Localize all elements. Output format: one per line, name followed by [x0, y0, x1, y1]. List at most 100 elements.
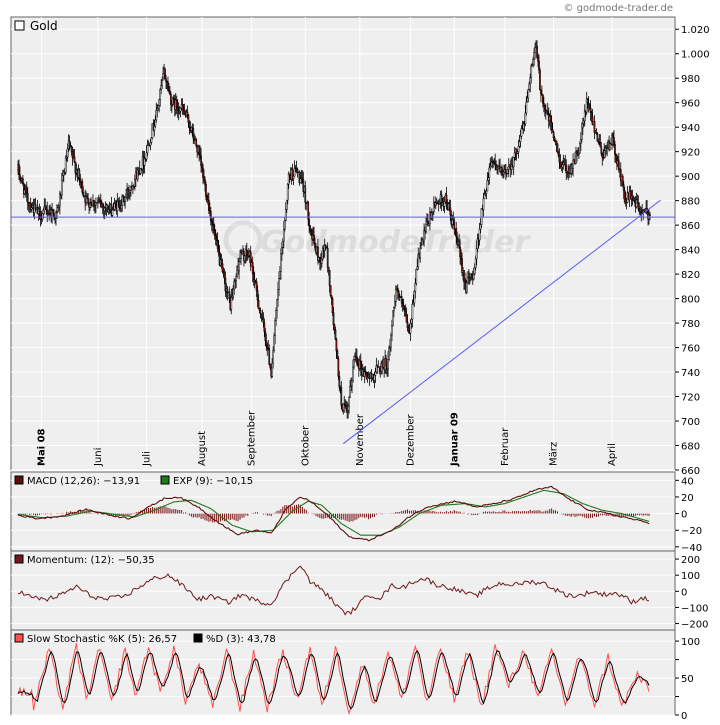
candle-body	[161, 79, 163, 86]
candle	[268, 344, 271, 366]
candle	[505, 163, 507, 181]
candle-body	[330, 295, 333, 299]
credit-text: © godmode-trader.de	[564, 3, 674, 14]
candle	[159, 88, 162, 107]
candle	[332, 306, 335, 331]
candle-body	[553, 137, 556, 141]
candle-body	[239, 258, 241, 262]
price-y-axis: 660 680 700 720 740 760 780 800 820 840 860 880 900 9…	[675, 25, 710, 477]
candle	[317, 238, 319, 265]
candle	[411, 299, 414, 328]
candle-body	[329, 285, 332, 297]
candle-body	[210, 220, 213, 225]
candle-body	[572, 160, 574, 169]
candle	[606, 142, 609, 157]
candle-body	[164, 68, 166, 79]
candle-body	[85, 196, 88, 203]
candle	[278, 271, 280, 297]
exp-legend-marker	[160, 475, 170, 485]
candle	[555, 140, 558, 152]
candle	[453, 216, 456, 235]
candle-body	[95, 202, 97, 206]
candle-body	[554, 139, 557, 142]
candle-body	[525, 101, 528, 114]
candle-body	[407, 327, 410, 331]
month-label: September	[247, 410, 258, 466]
candle-body	[269, 364, 272, 368]
candle-body	[209, 211, 212, 222]
candle	[596, 132, 599, 142]
candle-body	[317, 246, 319, 261]
y-tick-label: 0	[681, 510, 687, 521]
candle-body	[528, 83, 531, 90]
candle-body	[251, 262, 254, 274]
candle-body	[260, 313, 263, 318]
candle-body	[313, 234, 315, 244]
candle-body	[494, 161, 497, 166]
candle	[538, 54, 540, 74]
candle-body	[273, 335, 275, 351]
candle	[66, 143, 69, 162]
candle	[111, 206, 114, 218]
candle-body	[328, 269, 331, 286]
candle-body	[405, 313, 408, 323]
candle-body	[552, 131, 555, 138]
candle-body	[596, 133, 599, 142]
candle-body	[155, 110, 158, 121]
candle-body	[81, 181, 84, 193]
candle-body	[202, 167, 204, 178]
candle-body	[562, 162, 565, 165]
candle-body	[179, 107, 182, 112]
stoch-k-line	[17, 643, 650, 716]
candle-body	[613, 137, 615, 145]
candle-body	[320, 258, 323, 264]
candle-body	[488, 167, 491, 178]
candle-body	[143, 158, 146, 166]
stoch-d-legend-marker	[193, 633, 203, 643]
month-label: Juni	[93, 448, 104, 467]
candle-body	[593, 121, 596, 133]
candle-body	[125, 194, 127, 198]
candle-body	[565, 165, 568, 173]
candle-body	[181, 104, 184, 110]
macd-histogram	[17, 504, 650, 523]
candle-body	[221, 263, 224, 272]
candle-body	[245, 249, 248, 257]
candle-body	[394, 289, 397, 302]
candle	[259, 307, 262, 319]
momentum-y-axis: −200 −100 0 100 200	[675, 555, 708, 631]
candle-body	[334, 329, 337, 340]
y-tick-label: 800	[681, 295, 700, 306]
candle-body	[327, 267, 330, 271]
candle-body	[561, 164, 564, 168]
candle-body	[546, 111, 549, 116]
candle-body	[285, 199, 288, 210]
candle	[527, 88, 530, 103]
candle	[534, 42, 536, 60]
candle-body	[513, 152, 516, 158]
candle	[320, 250, 323, 268]
candle	[543, 96, 545, 113]
candle	[391, 319, 393, 342]
candle	[572, 153, 574, 177]
y-tick-label: 860	[681, 221, 700, 232]
y-tick-label: 880	[681, 197, 700, 208]
candle	[478, 222, 481, 246]
y-tick-label: 20	[681, 493, 694, 504]
candle-body	[159, 89, 162, 100]
y-tick-label: 780	[681, 319, 700, 330]
candle	[85, 191, 88, 206]
candle-body	[476, 238, 479, 249]
candle	[353, 355, 355, 370]
candle	[553, 135, 556, 143]
candle-body	[374, 371, 377, 376]
candle-body	[402, 305, 405, 310]
candle-body	[213, 230, 216, 237]
y-tick-label: 0	[681, 587, 687, 598]
macd-panel	[10, 471, 676, 552]
candle-body	[530, 65, 533, 78]
candle-body	[79, 177, 82, 183]
candle-body	[238, 261, 240, 272]
month-label: Mai 08	[36, 428, 47, 466]
